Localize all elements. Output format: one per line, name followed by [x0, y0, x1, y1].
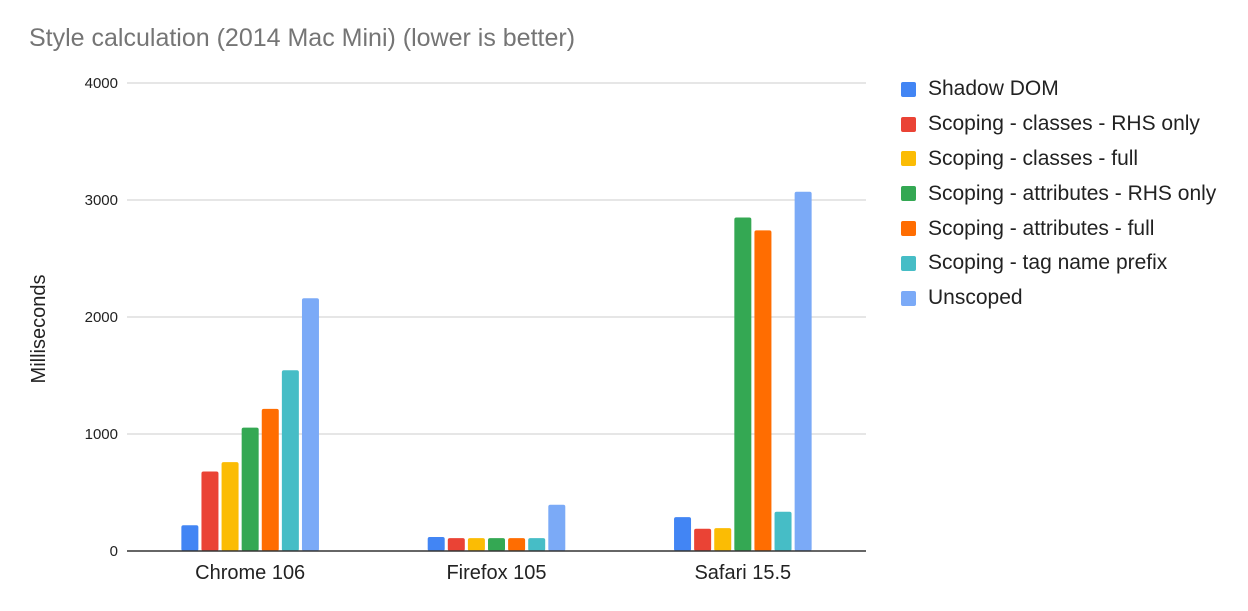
bar-2-1: [427, 536, 445, 551]
legend-label: Shadow DOM: [928, 77, 1059, 101]
bar-1-2: [201, 471, 219, 551]
legend: Shadow DOM Scoping - classes - RHS only Sc…: [901, 72, 1216, 316]
legend-label: Scoping - attributes - full: [928, 216, 1155, 240]
x-tick-label: Safari 15.5: [694, 562, 791, 584]
legend-swatch: [901, 221, 916, 237]
bar-2-7: [548, 504, 566, 551]
y-axis-label: Milliseconds: [28, 275, 50, 384]
bar-3-6: [774, 511, 792, 551]
bar-3-2: [694, 528, 712, 551]
bar-2-3: [467, 538, 485, 551]
legend-item: Unscoped: [901, 281, 1216, 316]
legend-item: Shadow DOM: [901, 72, 1216, 107]
legend-label: Scoping - attributes - RHS only: [928, 181, 1217, 205]
bar-1-1: [181, 525, 199, 551]
chart-title: Style calculation (2014 Mac Mini) (lower…: [29, 24, 576, 52]
legend-item: Scoping - attributes - full: [901, 211, 1216, 246]
legend-swatch: [901, 290, 916, 306]
legend-item: Scoping - attributes - RHS only: [901, 176, 1216, 211]
bar-1-6: [281, 370, 299, 551]
legend-item: Scoping - classes - full: [901, 142, 1216, 177]
bar-2-2: [447, 538, 465, 551]
x-tick-label: Firefox 105: [446, 562, 546, 584]
bar-3-5: [754, 230, 772, 552]
y-tick-label: 2000: [85, 309, 118, 326]
legend-swatch: [901, 255, 916, 271]
bar-3-4: [734, 217, 752, 552]
legend-swatch: [901, 151, 916, 167]
bar-2-5: [508, 538, 526, 551]
bar-3-7: [794, 191, 812, 551]
legend-swatch: [901, 186, 916, 202]
y-tick-label: 1000: [85, 426, 118, 443]
legend-swatch: [901, 116, 916, 132]
bar-2-4: [488, 538, 505, 551]
legend-label: Scoping - classes - RHS only: [928, 112, 1200, 136]
axes: 0 1000 2000 3000 4000 Chrome 106 Firefox 105 Sa…: [85, 75, 866, 584]
bar-1-4: [241, 427, 259, 551]
bar-1-3: [221, 462, 239, 551]
legend-label: Scoping - tag name prefix: [928, 251, 1168, 275]
x-tick-label: Chrome 106: [195, 562, 305, 584]
y-tick-label: 4000: [85, 75, 118, 92]
y-tick-label: 3000: [85, 192, 118, 209]
bar-1-7: [301, 298, 319, 551]
legend-label: Unscoped: [928, 286, 1023, 310]
bar-2-6: [528, 538, 546, 551]
legend-item: Scoping - classes - RHS only: [901, 107, 1216, 142]
y-tick-label: 0: [110, 543, 118, 560]
legend-item: Scoping - tag name prefix: [901, 246, 1216, 281]
bar-1-5: [261, 408, 279, 551]
legend-label: Scoping - classes - full: [928, 146, 1139, 170]
bar-3-1: [674, 517, 692, 551]
bars: [181, 191, 812, 552]
legend-swatch: [901, 81, 916, 97]
bar-3-3: [714, 528, 732, 551]
